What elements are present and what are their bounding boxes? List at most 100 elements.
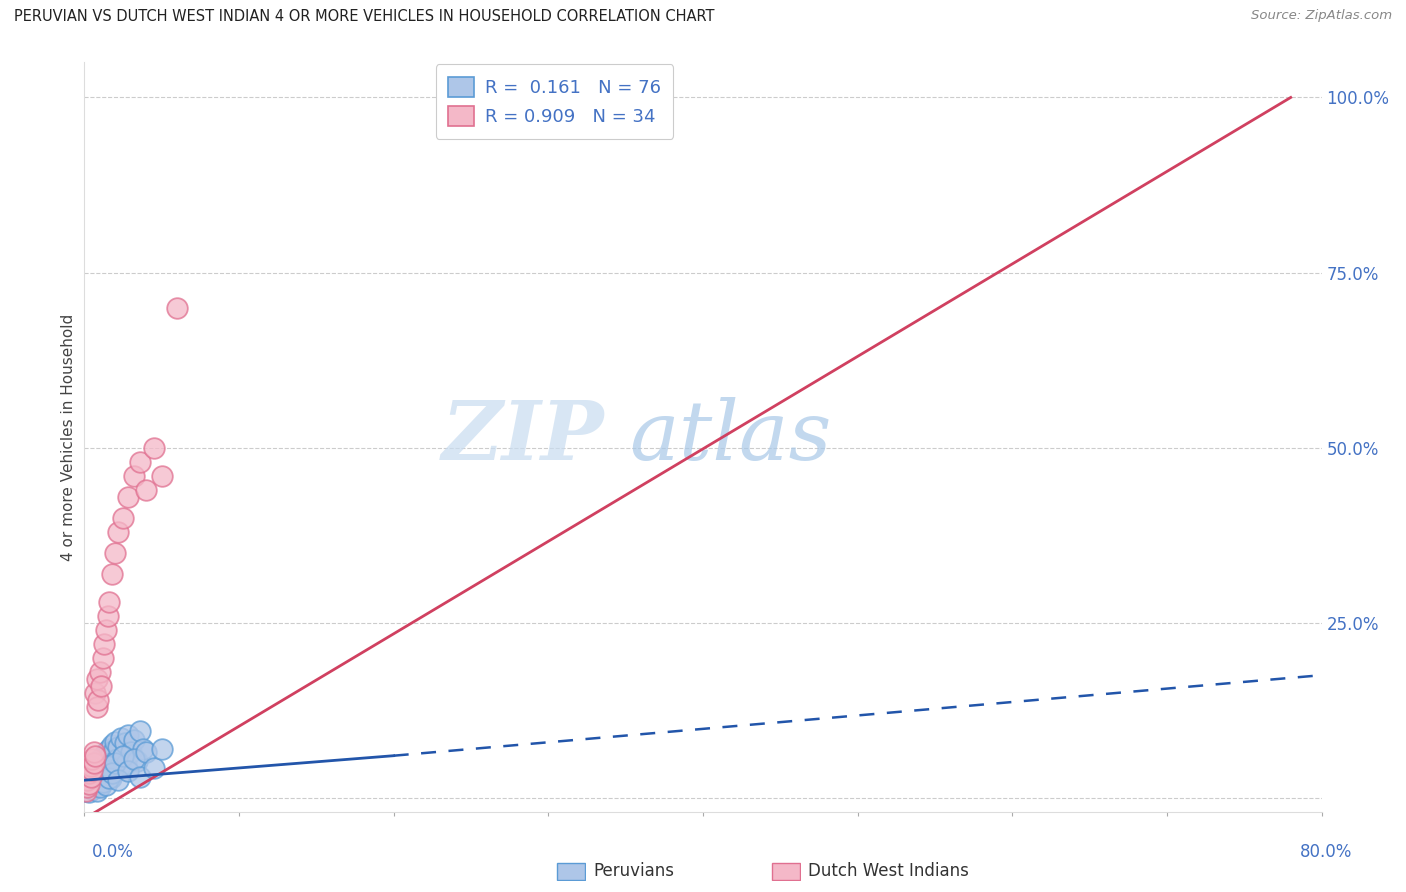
Point (129, 724, 152, 739)
Point (84, 686, 107, 700)
Point (143, 441, 166, 455)
Point (101, 766, 124, 780)
Point (77, 766, 100, 780)
Point (94, 623, 117, 637)
Point (112, 748, 135, 763)
Point (94, 745, 117, 759)
Text: Dutch West Indians: Dutch West Indians (808, 863, 969, 880)
Point (107, 740, 129, 755)
Point (84, 748, 107, 763)
Point (107, 524, 129, 539)
Point (105, 752, 128, 766)
Point (129, 454, 152, 468)
Point (150, 468, 173, 483)
Point (79, 770, 101, 784)
Point (129, 770, 152, 784)
Point (108, 759, 131, 773)
Point (93, 754, 115, 768)
Point (76, 773, 98, 788)
Point (83, 756, 105, 770)
Point (135, 745, 157, 759)
Point (122, 752, 145, 766)
Text: PERUVIAN VS DUTCH WEST INDIAN 4 OR MORE VEHICLES IN HOUSEHOLD CORRELATION CHART: PERUVIAN VS DUTCH WEST INDIAN 4 OR MORE … (14, 9, 714, 24)
Point (82, 782, 104, 797)
Point (98, 771, 121, 785)
Point (79, 771, 101, 785)
Point (84, 773, 107, 788)
Point (90, 757, 112, 772)
Point (117, 490, 139, 504)
Point (166, 301, 188, 315)
Point (87, 770, 110, 784)
Point (110, 731, 132, 746)
Point (135, 483, 157, 497)
Point (114, 736, 136, 750)
Point (104, 756, 127, 770)
Point (82, 752, 104, 766)
Point (84, 778, 107, 792)
Point (96, 750, 118, 764)
Point (75, 770, 97, 784)
Point (90, 766, 112, 780)
Point (77, 785, 100, 799)
Point (89, 665, 111, 679)
Text: Peruvians: Peruvians (593, 863, 675, 880)
Legend: R =  0.161   N = 76, R = 0.909   N = 34: R = 0.161 N = 76, R = 0.909 N = 34 (436, 64, 673, 139)
Point (79, 763, 101, 777)
Point (132, 741, 155, 756)
Point (91, 771, 114, 785)
Point (112, 510, 135, 524)
Text: 80.0%: 80.0% (1301, 843, 1353, 861)
Point (100, 771, 122, 785)
Point (100, 747, 122, 762)
Point (104, 546, 127, 560)
Point (93, 637, 115, 651)
Point (76, 773, 98, 788)
Point (89, 752, 111, 766)
Point (122, 733, 145, 747)
Point (143, 761, 166, 775)
Point (98, 741, 121, 756)
Point (101, 738, 124, 752)
Point (120, 745, 142, 759)
Point (77, 766, 100, 780)
Point (101, 756, 124, 770)
Point (125, 754, 148, 768)
Point (89, 780, 111, 795)
Point (76, 780, 98, 795)
Text: Source: ZipAtlas.com: Source: ZipAtlas.com (1251, 9, 1392, 22)
Point (93, 763, 115, 777)
Text: ZIP: ZIP (441, 397, 605, 477)
Point (98, 594, 121, 608)
Point (101, 566, 124, 581)
Point (115, 757, 138, 772)
Point (117, 764, 139, 778)
Point (75, 783, 97, 797)
Point (83, 759, 105, 773)
Point (76, 780, 98, 795)
Point (86, 756, 108, 770)
Point (112, 748, 135, 763)
Point (98, 759, 121, 773)
Point (87, 770, 110, 784)
Point (107, 773, 129, 788)
Point (94, 761, 117, 775)
Point (96, 608, 118, 623)
Point (87, 761, 110, 775)
Point (83, 778, 105, 792)
Point (86, 783, 108, 797)
Point (91, 748, 114, 763)
Point (77, 777, 100, 791)
Point (89, 777, 111, 791)
Point (94, 778, 117, 792)
Point (79, 759, 101, 773)
Point (150, 741, 173, 756)
Point (84, 764, 107, 778)
Point (103, 764, 125, 778)
Point (86, 672, 108, 686)
Point (90, 766, 112, 780)
Point (93, 764, 115, 778)
Text: 0.0%: 0.0% (91, 843, 134, 861)
Point (90, 679, 112, 693)
Point (117, 728, 139, 742)
